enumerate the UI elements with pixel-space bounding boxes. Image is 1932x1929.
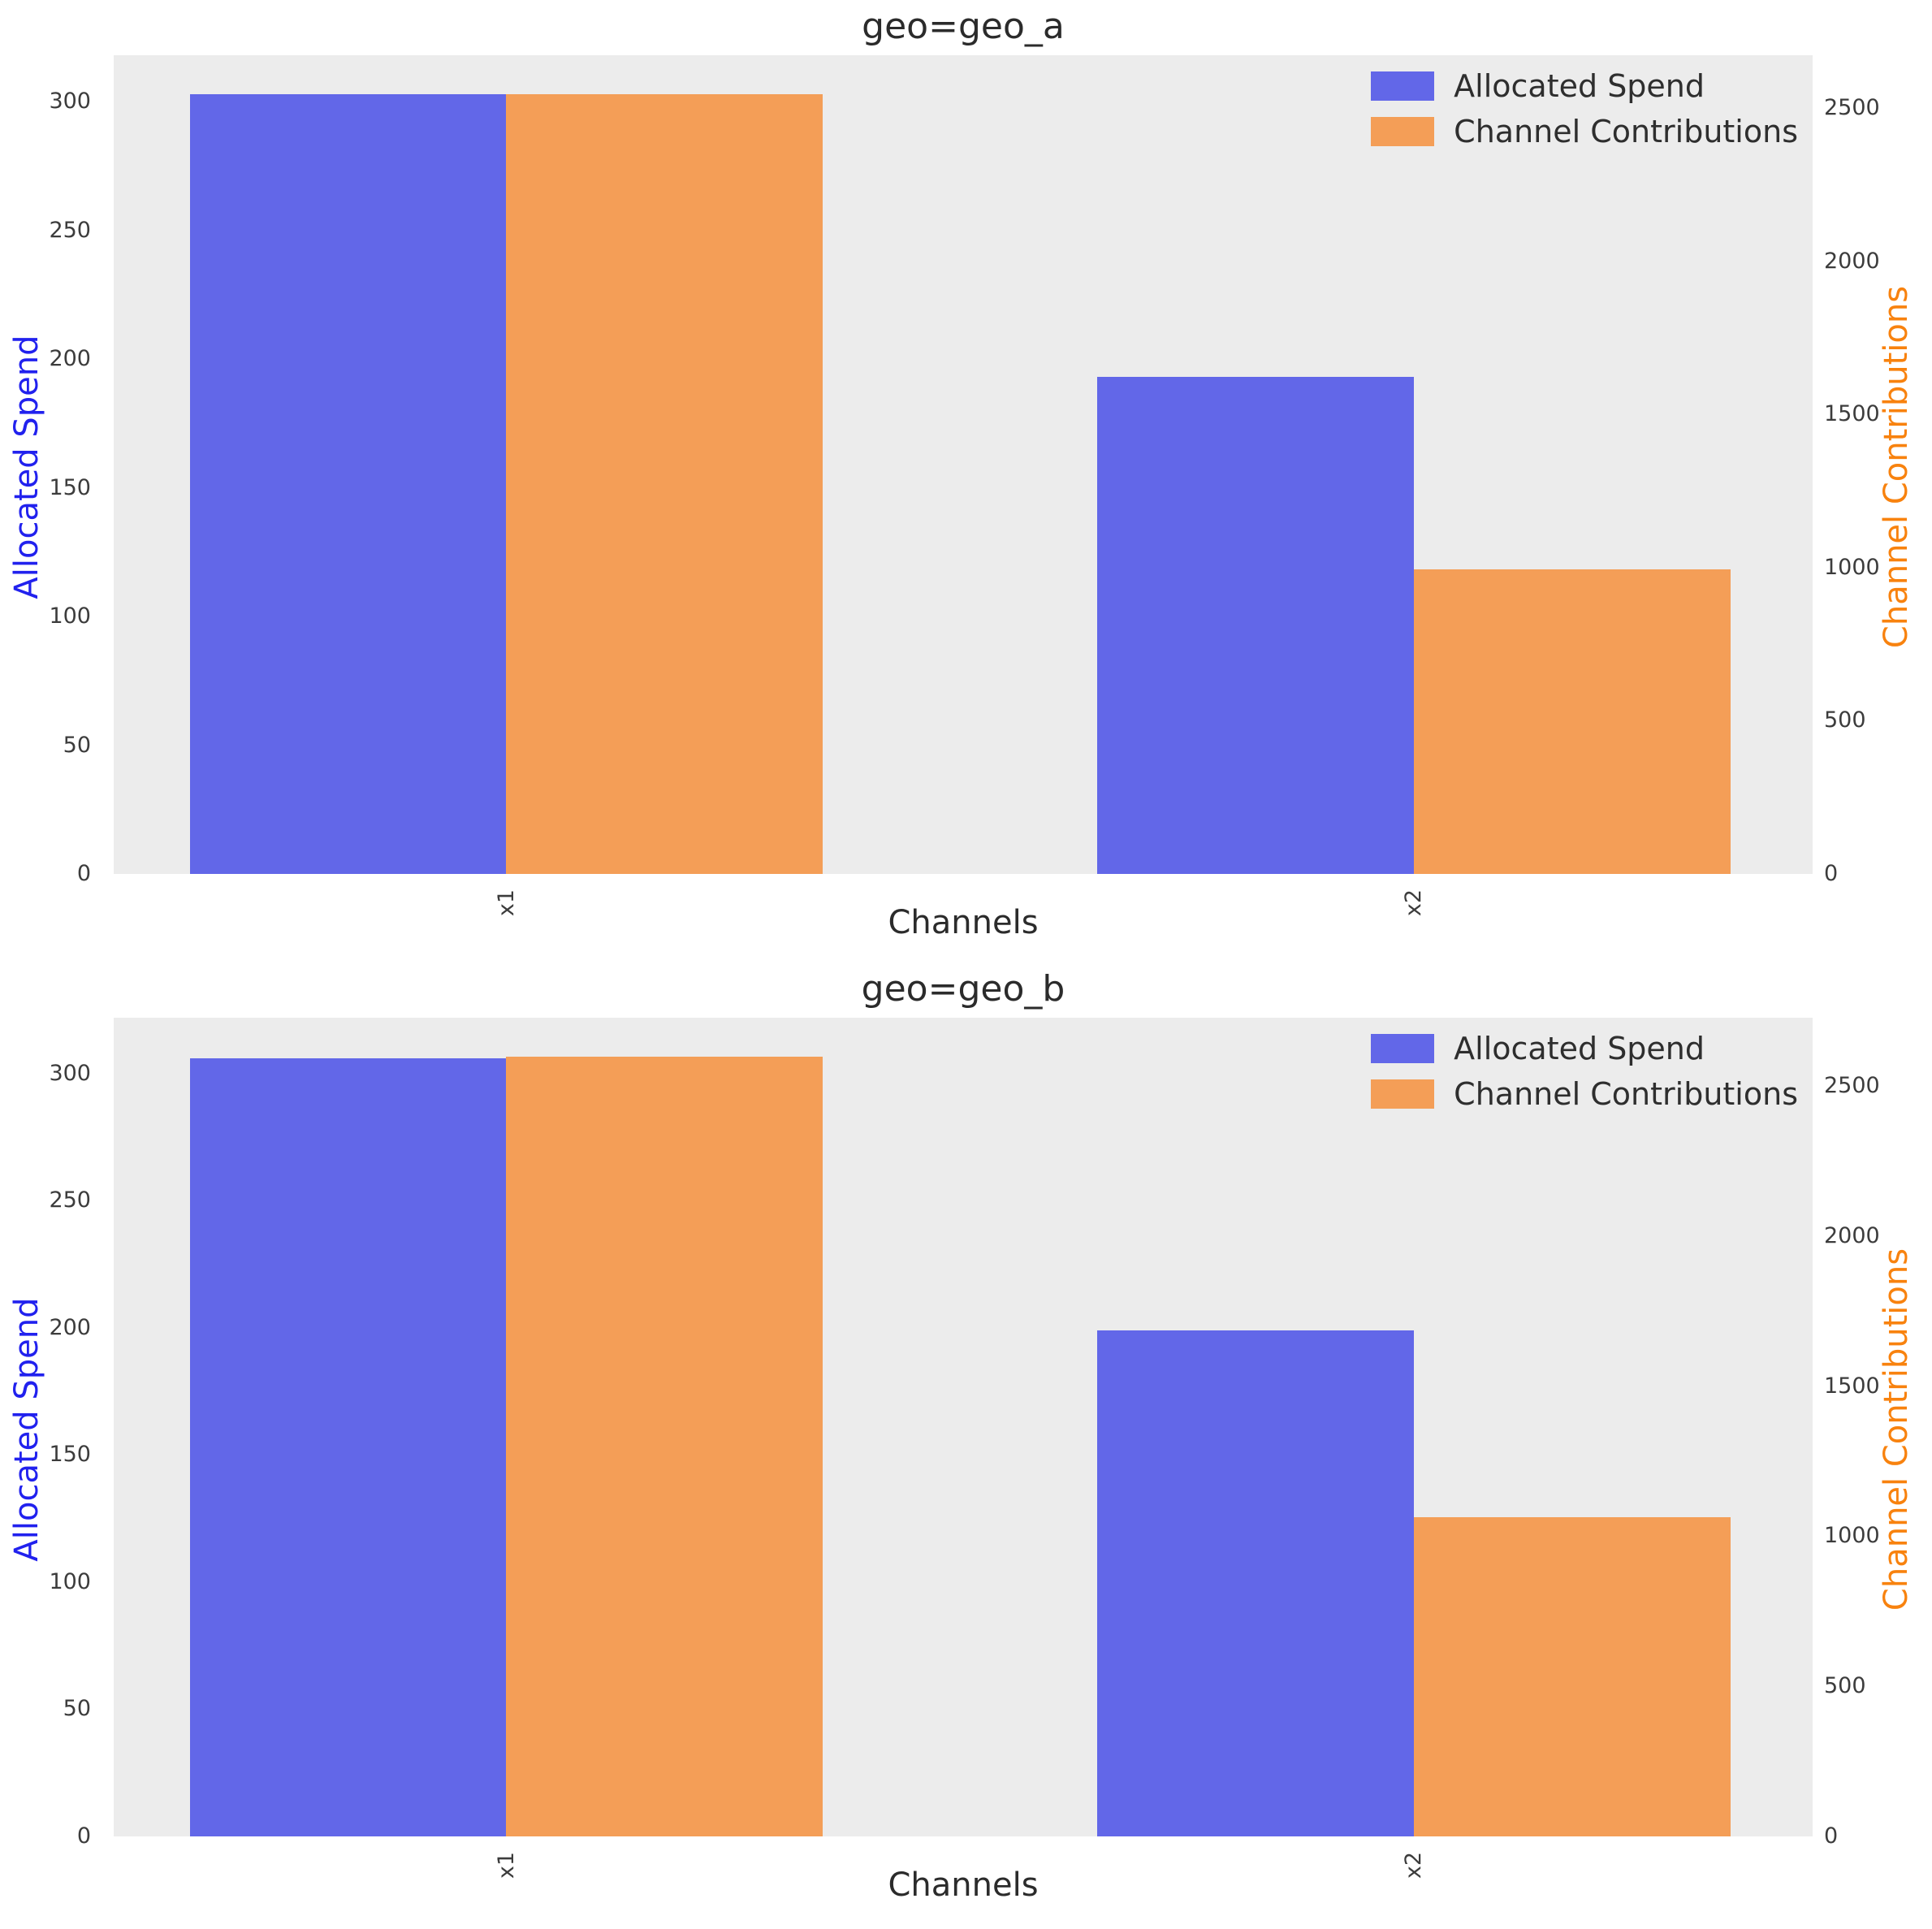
bar-channel-contributions-x1 [506,93,823,874]
legend-swatch-icon [1371,117,1435,146]
subplot-geo=geo_b: geo=geo_b Allocated Spend Channel Contrib… [0,962,1932,1927]
legend-item: Allocated Spend [1371,68,1798,104]
bar-allocated-spend-x2 [1097,1330,1414,1836]
left-axis-label: Allocated Spend [8,1297,45,1562]
bar-channel-contributions-x2 [1414,569,1731,874]
x-axis-label: Channels [888,904,1039,941]
plot-area: Allocated Spend Channel Contributions [114,55,1813,874]
legend-item: Channel Contributions [1371,114,1798,149]
legend-swatch-icon [1371,1079,1435,1109]
right-axis-ticks: 0 500 1000 1500 2000 2500 [1824,1072,1880,1849]
subplot-title: geo=geo_a [862,6,1065,47]
right-axis-label: Channel Contributions [1878,285,1915,649]
left-axis-label: Allocated Spend [8,335,45,599]
legend: Allocated Spend Channel Contributions [1371,1031,1798,1112]
subplot-geo=geo_a: geo=geo_a Allocated Spend Channel Contrib… [8,6,1915,941]
right-axis-ticks: 0 500 1000 1500 2000 2500 [1824,95,1880,886]
legend-label: Allocated Spend [1454,1031,1705,1066]
bar-channel-contributions-x1 [506,1057,823,1836]
left-axis-ticks: 0 50 100 150 200 250 300 [49,89,91,886]
bar-allocated-spend-x1 [189,93,507,874]
legend-swatch-icon [1371,1034,1435,1063]
bar-allocated-spend-x1 [189,1058,507,1836]
bar-channel-contributions-x2 [1414,1517,1731,1836]
legend-item: Channel Contributions [1371,1076,1798,1112]
right-axis-label: Channel Contributions [1878,1248,1915,1611]
legend-label: Channel Contributions [1454,114,1798,149]
legend-label: Channel Contributions [1454,1076,1798,1112]
subplot-title: geo=geo_b [861,968,1065,1010]
legend: Allocated Spend Channel Contributions [1371,68,1798,149]
left-axis-ticks: 0 50 100 150 200 250 300 [49,1060,91,1849]
plot-area: Allocated Spend Channel Contributions [114,1018,1813,1836]
legend-item: Allocated Spend [1371,1031,1798,1066]
bar-allocated-spend-x2 [1097,377,1414,874]
x-axis-label: Channels [888,1866,1039,1904]
legend-label: Allocated Spend [1454,68,1705,104]
legend-swatch-icon [1371,71,1435,101]
